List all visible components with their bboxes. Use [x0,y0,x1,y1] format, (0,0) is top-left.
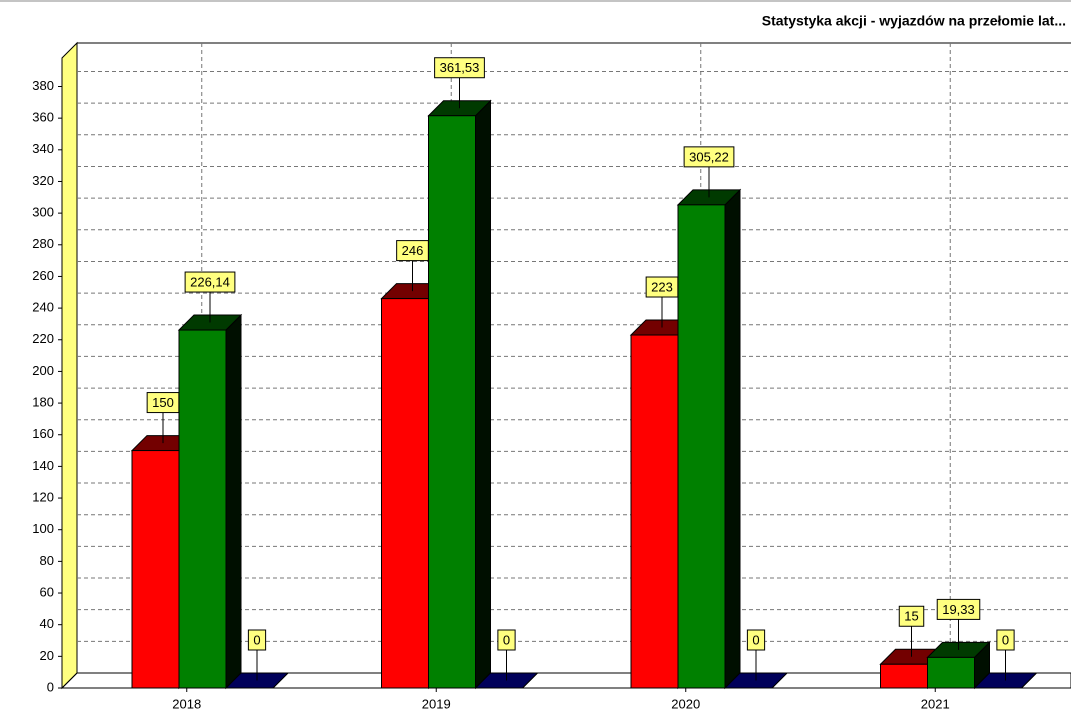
y-tick-label: 100 [32,521,54,536]
value-label-box [434,57,485,79]
y-tick-label: 220 [32,331,54,346]
value-label-box [746,629,766,651]
value-label: 0 [752,632,759,647]
y-tick-label: 380 [32,78,54,93]
y-tick-label: 140 [32,458,54,473]
value-label-box [247,629,267,651]
y-tick-label: 0 [47,679,54,694]
x-tick-label: 2021 [921,696,950,710]
y-tick-label: 20 [40,648,54,663]
value-label-box [497,629,516,651]
y-tick-label: 240 [32,300,54,315]
y-tick-label: 360 [32,110,54,125]
value-label: 0 [503,632,510,647]
bar-side [724,188,741,690]
value-label: 226,14 [190,274,230,289]
value-label-box [683,146,735,168]
y-tick-label: 60 [40,584,54,599]
y-tick-label: 300 [32,205,54,220]
bar [178,329,227,689]
value-label: 0 [253,632,260,647]
y-tick-label: 340 [32,141,54,156]
bar [927,656,975,689]
value-label-box [184,271,236,293]
x-tick-label: 2019 [422,696,451,710]
y-tick-label: 180 [32,395,54,410]
y-tick-label: 280 [32,236,54,251]
x-tick-label: 2020 [671,696,700,710]
bar-side [475,99,491,690]
x-tick-label: 2018 [172,696,201,710]
bar [677,204,726,689]
value-label-box [996,629,1015,651]
y-tick-label: 260 [32,268,54,283]
value-label-box [936,598,981,620]
y-tick-label: 120 [32,489,54,504]
bar-side [225,313,242,690]
y-tick-label: 320 [32,173,54,188]
value-label-box [898,605,925,627]
bar [428,115,476,689]
bar [630,334,679,689]
y-tick-label: 200 [32,363,54,378]
value-label: 150 [152,395,174,410]
value-label: 15 [904,609,918,624]
chart-title: Statystyka akcji - wyjazdów na przełomie… [762,13,1066,29]
value-label: 19,33 [942,602,975,617]
y-tick-label: 80 [40,553,54,568]
bar [381,298,429,689]
value-label: 305,22 [689,149,729,164]
value-label: 0 [1002,632,1009,647]
bar [880,663,928,689]
bar [131,450,180,689]
value-label: 223 [651,279,673,294]
value-label: 246 [402,243,424,258]
y-tick-label: 160 [32,426,54,441]
left-wall [61,41,78,690]
value-label: 361,53 [440,60,480,75]
y-tick-label: 40 [40,616,54,631]
